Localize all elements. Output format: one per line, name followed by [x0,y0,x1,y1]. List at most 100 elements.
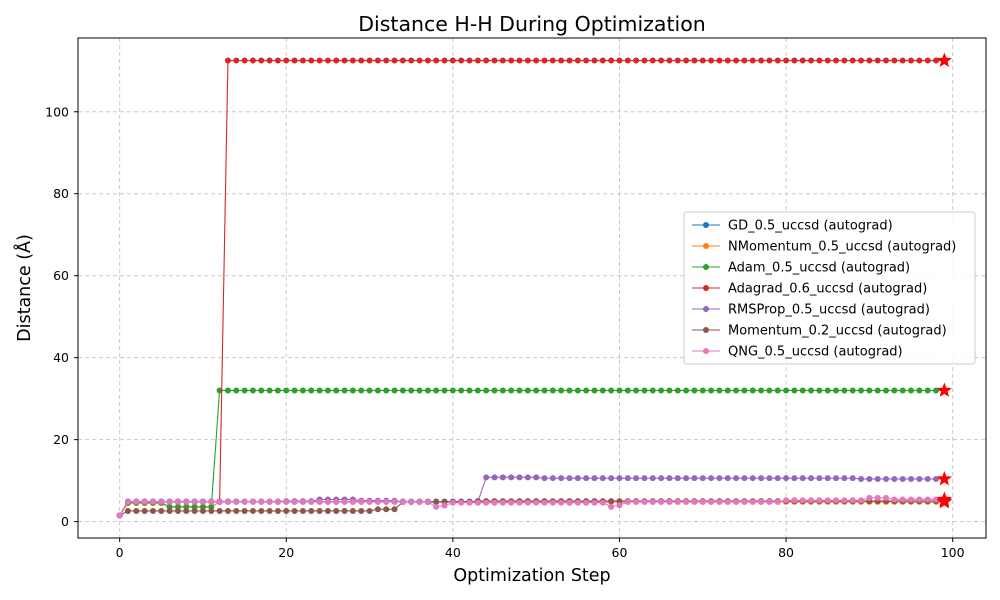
data-point [233,387,240,394]
data-point [683,57,690,64]
data-point [374,387,381,394]
data-point [908,475,915,482]
data-point [816,57,823,64]
data-point [249,387,256,394]
data-point [649,498,656,505]
data-point [799,387,806,394]
data-point [783,57,790,64]
data-point [524,57,531,64]
data-point [516,499,523,506]
data-point [549,499,556,506]
data-point [899,475,906,482]
data-point [766,498,773,505]
data-point [249,507,256,514]
data-point [508,499,515,506]
legend-swatch-marker [703,222,709,228]
data-point [283,57,290,64]
data-point [658,498,665,505]
plot-frame [77,37,987,539]
data-point [766,57,773,64]
y-tick-label: 0 [61,514,69,529]
data-point [366,57,373,64]
data-point [358,498,365,505]
data-point [791,497,798,504]
data-point [783,497,790,504]
data-point [499,57,506,64]
data-point [658,57,665,64]
final-point-star [936,52,952,68]
data-point [383,498,390,505]
data-point [416,57,423,64]
data-point [516,387,523,394]
data-point [774,57,781,64]
data-point [216,507,223,514]
legend-label: Adagrad_0.6_uccsd (autograd) [728,282,927,297]
data-point [408,498,415,505]
legend-swatch-marker [703,327,709,333]
data-point [283,498,290,505]
data-point [791,57,798,64]
legend-item: Adam_0.5_uccsd (autograd) [692,261,910,276]
data-point [883,475,890,482]
data-point [924,496,931,503]
data-point [316,507,323,514]
data-point [391,506,398,513]
data-point [666,57,673,64]
data-point [608,503,615,510]
data-point [649,387,656,394]
data-point [858,497,865,504]
data-point [774,498,781,505]
y-axis: 0 20 40 60 80 100 [45,104,78,529]
data-point [883,387,890,394]
data-point [491,474,498,481]
data-point [441,387,448,394]
series-line [119,59,945,516]
data-point [624,498,631,505]
legend-item: Momentum_0.2_uccsd (autograd) [692,324,947,339]
data-point [624,475,631,482]
data-point [774,387,781,394]
data-point [508,474,515,481]
data-point [874,475,881,482]
data-point [733,475,740,482]
data-point [299,387,306,394]
data-point [616,502,623,509]
data-point [891,475,898,482]
data-point [858,57,865,64]
data-point [208,503,215,510]
data-point [474,499,481,506]
data-point [458,499,465,506]
data-point [333,387,340,394]
data-point [683,498,690,505]
data-point [674,498,681,505]
data-point [858,475,865,482]
data-point [333,507,340,514]
data-point [808,387,815,394]
data-point [191,507,198,514]
data-point [541,57,548,64]
data-point [541,387,548,394]
data-point [883,57,890,64]
data-point [424,387,431,394]
x-axis: 0 20 40 60 80 100 [116,538,965,560]
data-point [208,507,215,514]
data-point [583,387,590,394]
data-point [458,387,465,394]
data-point [608,57,615,64]
legend-label: Adam_0.5_uccsd (autograd) [728,261,910,276]
data-point [283,387,290,394]
data-point [449,387,456,394]
data-point [624,387,631,394]
x-tick-label: 60 [612,545,628,560]
legend-swatch-marker [703,243,709,249]
data-point [674,475,681,482]
data-point [258,498,265,505]
data-point [933,496,940,503]
data-point [574,499,581,506]
data-point [166,507,173,514]
data-point [599,475,606,482]
x-tick-label: 100 [941,545,965,560]
x-axis-label: Optimization Step [453,566,610,586]
data-point [591,499,598,506]
data-point [508,57,515,64]
